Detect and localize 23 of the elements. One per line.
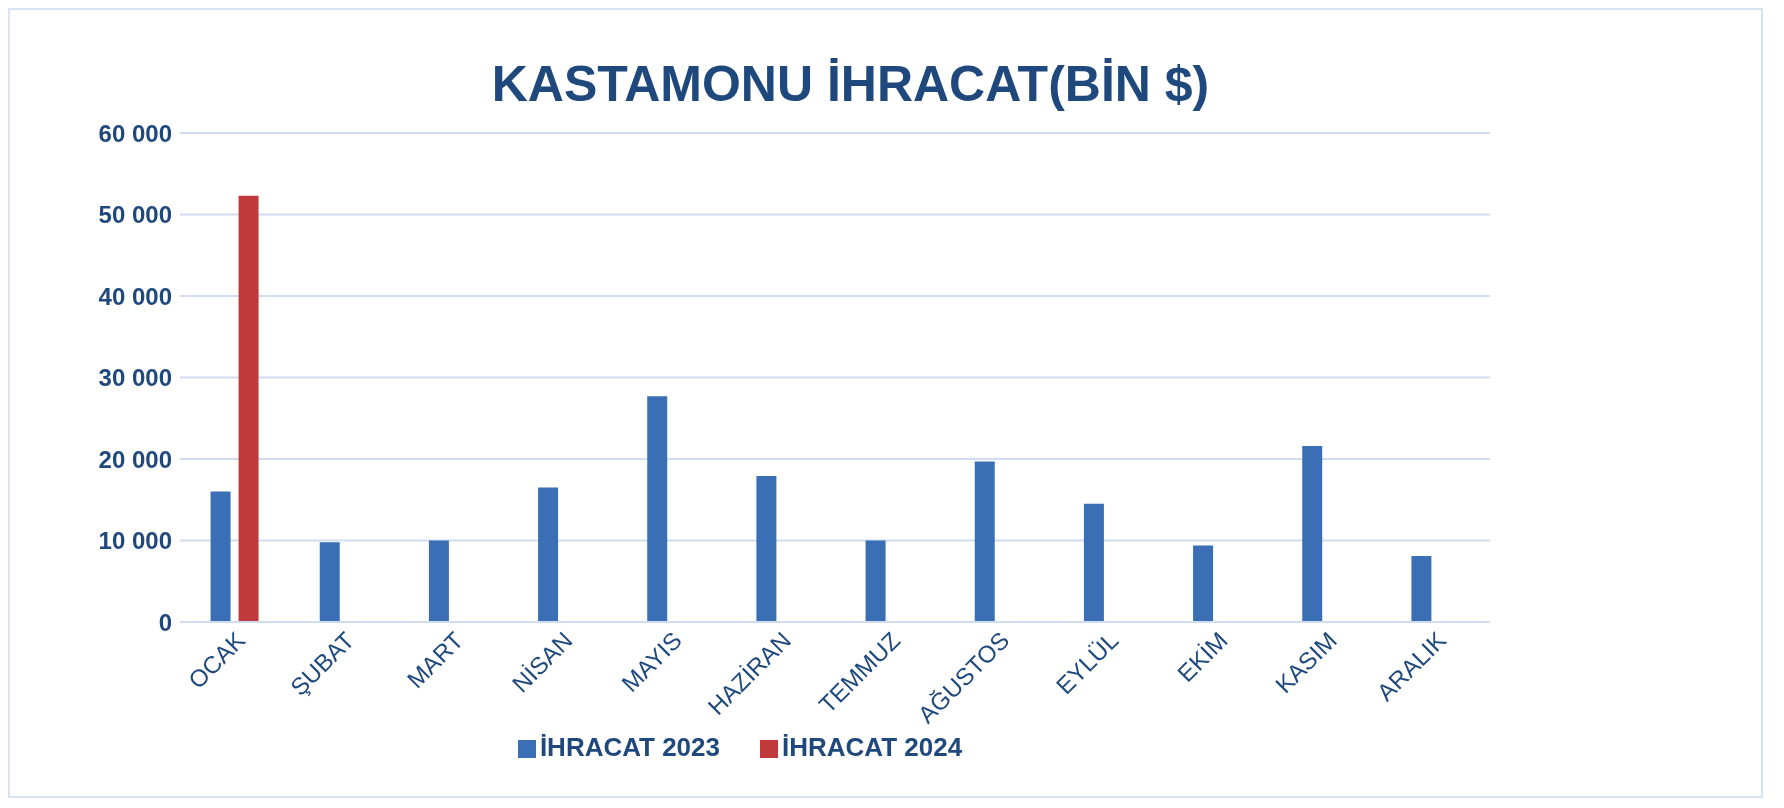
- legend-label: İHRACAT 2024: [782, 732, 963, 762]
- bar: [210, 491, 231, 622]
- bar: [428, 540, 449, 622]
- bar: [538, 487, 559, 622]
- bar: [238, 195, 259, 622]
- legend-label: İHRACAT 2023: [539, 732, 720, 762]
- bar: [974, 461, 995, 622]
- bar: [1411, 555, 1432, 622]
- bar: [865, 540, 886, 622]
- y-tick-label: 30 000: [98, 364, 172, 392]
- bar: [1302, 445, 1323, 622]
- y-tick-label: 60 000: [98, 119, 172, 147]
- y-tick-label: 50 000: [98, 201, 172, 229]
- y-tick-label: 0: [158, 608, 172, 636]
- y-tick-label: 20 000: [98, 445, 172, 473]
- bar: [319, 542, 340, 622]
- bar: [756, 476, 777, 622]
- y-tick-label: 40 000: [98, 282, 172, 310]
- y-tick-label: 10 000: [98, 527, 172, 555]
- chart-title: KASTAMONU İHRACAT(BİN $): [490, 55, 1211, 113]
- bar: [1193, 545, 1214, 622]
- bar: [647, 396, 668, 622]
- bar: [1083, 503, 1104, 622]
